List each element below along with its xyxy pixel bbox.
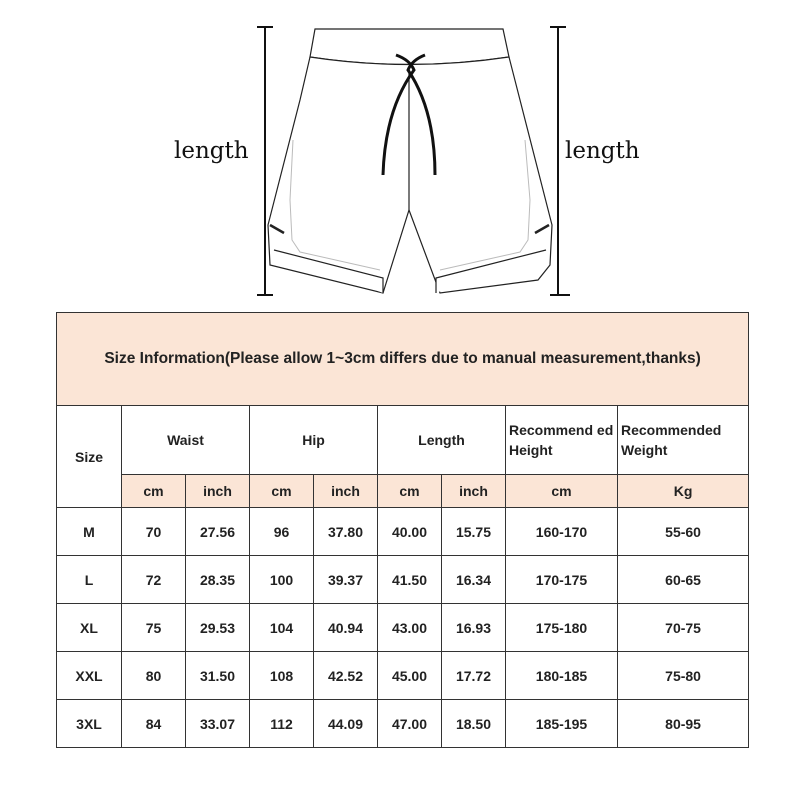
value-cell: 47.00 — [377, 699, 442, 748]
table-row: XXL 80 31.50 108 42.52 45.00 17.72 180-185 75-80 — [56, 651, 750, 700]
unit-cell: inch — [185, 474, 250, 508]
header-recommended-weight: Recommended Weight — [616, 405, 750, 475]
header-size: Size — [56, 405, 122, 508]
value-cell: 28.35 — [185, 555, 250, 604]
value-cell: 75 — [121, 603, 186, 652]
value-cell: 40.94 — [313, 603, 378, 652]
value-cell: 70 — [121, 507, 186, 556]
unit-cell: inch — [313, 474, 378, 508]
header-hip: Hip — [249, 405, 378, 475]
value-cell: 16.93 — [441, 603, 506, 652]
value-cell: 16.34 — [441, 555, 506, 604]
size-cell: L — [56, 555, 122, 604]
value-cell: 96 — [249, 507, 314, 556]
value-cell: 44.09 — [313, 699, 378, 748]
value-cell: 17.72 — [441, 651, 506, 700]
shorts-outline — [267, 28, 553, 294]
value-cell: 100 — [249, 555, 314, 604]
value-cell: 15.75 — [441, 507, 506, 556]
value-cell: 72 — [121, 555, 186, 604]
value-cell: 27.56 — [185, 507, 250, 556]
table-title: Size Information(Please allow 1~3cm diff… — [55, 312, 750, 406]
unit-cell: cm — [377, 474, 442, 508]
length-measure-left — [257, 26, 273, 296]
table-row: 3XL 84 33.07 112 44.09 47.00 18.50 185-195 80-95 — [56, 699, 750, 748]
length-label-left: length — [174, 138, 249, 164]
unit-cell: cm — [505, 474, 618, 508]
value-cell: 43.00 — [377, 603, 442, 652]
header-length: Length — [377, 405, 506, 475]
value-cell: 80-95 — [616, 699, 750, 748]
value-cell: 29.53 — [185, 603, 250, 652]
size-cell: XL — [56, 603, 122, 652]
value-cell: 160-170 — [505, 507, 618, 556]
value-cell: 180-185 — [505, 651, 618, 700]
value-cell: 185-195 — [505, 699, 618, 748]
unit-cell: Kg — [616, 474, 750, 508]
value-cell: 70-75 — [616, 603, 750, 652]
value-cell: 40.00 — [377, 507, 442, 556]
header-recommended-height: Recommend ed Height — [505, 405, 618, 475]
value-cell: 108 — [249, 651, 314, 700]
value-cell: 175-180 — [505, 603, 618, 652]
size-cell: 3XL — [56, 699, 122, 748]
value-cell: 18.50 — [441, 699, 506, 748]
length-label-right: length — [565, 138, 640, 164]
size-cell: M — [56, 507, 122, 556]
value-cell: 60-65 — [616, 555, 750, 604]
value-cell: 112 — [249, 699, 314, 748]
value-cell: 170-175 — [505, 555, 618, 604]
value-cell: 55-60 — [616, 507, 750, 556]
unit-cell: cm — [121, 474, 186, 508]
header-waist: Waist — [121, 405, 250, 475]
unit-cell: inch — [441, 474, 506, 508]
unit-cell: cm — [249, 474, 314, 508]
length-measure-right — [550, 26, 570, 296]
value-cell: 80 — [121, 651, 186, 700]
value-cell: 42.52 — [313, 651, 378, 700]
size-table: Size Information(Please allow 1~3cm diff… — [55, 312, 750, 748]
value-cell: 37.80 — [313, 507, 378, 556]
shorts-diagram — [257, 26, 570, 296]
drawstring — [381, 53, 437, 176]
value-cell: 41.50 — [377, 555, 442, 604]
size-cell: XXL — [56, 651, 122, 700]
table-row: XL 75 29.53 104 40.94 43.00 16.93 175-180 70-75 — [56, 603, 750, 652]
value-cell: 104 — [249, 603, 314, 652]
value-cell: 84 — [121, 699, 186, 748]
table-row: M 70 27.56 96 37.80 40.00 15.75 160-170 55-60 — [56, 507, 750, 556]
value-cell: 31.50 — [185, 651, 250, 700]
value-cell: 39.37 — [313, 555, 378, 604]
value-cell: 45.00 — [377, 651, 442, 700]
value-cell: 75-80 — [616, 651, 750, 700]
value-cell: 33.07 — [185, 699, 250, 748]
table-row: L 72 28.35 100 39.37 41.50 16.34 170-175 60-65 — [56, 555, 750, 604]
